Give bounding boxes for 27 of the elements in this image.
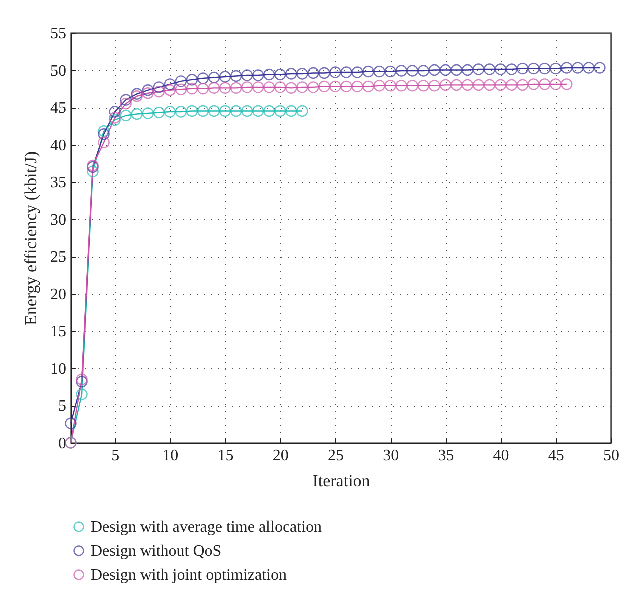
x-tick-label: 35	[438, 448, 454, 464]
legend-label: Design without QoS	[91, 543, 222, 560]
y-tick-label: 25	[50, 249, 66, 266]
legend-label: Design with average time allocation	[91, 519, 322, 536]
x-tick-label: 45	[548, 448, 564, 464]
x-tick-label: 15	[218, 448, 234, 464]
y-tick-label: 35	[50, 174, 66, 192]
x-tick-label: 20	[272, 448, 289, 464]
x-tick-label: 5	[112, 448, 120, 464]
x-tick-label: 50	[604, 448, 620, 464]
y-tick-label: 0	[58, 436, 66, 452]
y-tick-label: 50	[50, 62, 66, 80]
x-tick-label: 10	[162, 448, 179, 464]
y-tick-label: 45	[50, 100, 66, 118]
y-tick-label: 30	[50, 212, 66, 229]
y-tick-label: 55	[50, 26, 66, 42]
y-tick-label: 20	[50, 286, 66, 304]
x-axis-title: Iteration	[312, 472, 371, 490]
y-tick-label: 40	[50, 137, 66, 154]
x-tick-label: 30	[383, 448, 400, 464]
y-tick-label: 15	[50, 324, 66, 341]
y-tick-label: 5	[58, 398, 66, 416]
y-axis-title: Energy efficiency (kbit/J)	[22, 151, 40, 326]
x-tick-label: 40	[493, 448, 510, 464]
x-tick-label: 25	[328, 448, 344, 464]
y-tick-label: 10	[50, 360, 66, 378]
legend-label: Design with joint optimization	[91, 567, 287, 584]
